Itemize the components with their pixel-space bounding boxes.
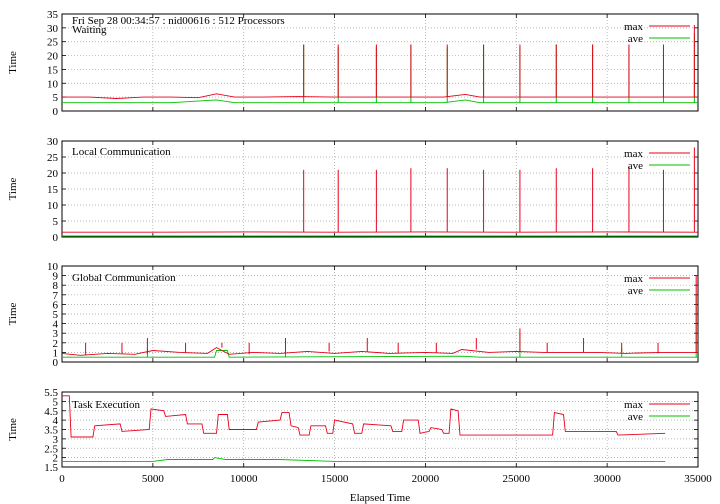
legend-label-ave: ave [628,33,643,45]
y-tick-label: 2 [53,338,59,350]
y-tick-label: 5 [53,216,59,228]
y-tick-label: 5 [53,92,59,104]
y-tick-label: 30 [47,23,59,35]
y-tick-label: 15 [47,64,59,76]
legend-label-max: max [624,21,643,33]
y-tick-label: 20 [47,168,59,180]
y-axis-label: Time [7,418,19,441]
x-tick-label: 15000 [321,473,349,485]
y-tick-label: 3.5 [44,425,58,437]
y-tick-label: 15 [47,184,59,196]
series-line-max [61,347,698,356]
legend-label-ave: ave [628,411,643,423]
series-line-max [62,93,698,99]
y-tick-label: 9 [53,271,59,283]
y-tick-label: 3 [53,328,59,340]
y-tick-label: 5.5 [44,387,58,399]
legend-label-ave: ave [628,160,643,172]
y-tick-label: 10 [47,78,59,90]
y-tick-label: 10 [47,261,59,273]
plot-frame [61,13,699,112]
y-tick-label: 4.5 [44,406,58,418]
y-tick-label: 8 [53,280,59,292]
panel-title: Local Communication [72,146,171,158]
series-line-ave [62,457,666,462]
y-axis-label: Time [7,51,19,74]
x-tick-label: 30000 [593,473,621,485]
x-tick-label: 35000 [684,473,712,485]
x-tick-label: 20000 [412,473,440,485]
y-tick-label: 5 [53,309,59,321]
legend-label-max: max [624,399,643,411]
y-tick-label: 0 [53,106,59,118]
y-tick-label: 1.5 [44,462,58,474]
legend-label-max: max [624,273,643,285]
y-tick-label: 0 [53,357,59,369]
x-tick-label: 25000 [503,473,531,485]
panel-title: Waiting [72,24,107,36]
chart-header: Fri Sep 28 00:34:57 : nid00616 : 512 Pro… [72,15,285,27]
y-tick-label: 0 [53,232,59,244]
y-tick-label: 35 [47,9,59,21]
y-tick-label: 1 [53,347,59,359]
x-axis-label: Elapsed Time [350,492,410,504]
y-tick-label: 3 [53,434,59,446]
y-tick-label: 7 [53,290,59,302]
series-line-max [62,395,666,438]
y-axis-label: Time [7,302,19,325]
y-tick-label: 30 [47,136,59,148]
y-tick-label: 4 [53,415,59,427]
x-tick-label: 0 [59,473,65,485]
y-axis-label: Time [7,177,19,200]
legend-label-ave: ave [628,285,643,297]
x-tick-label: 5000 [142,473,165,485]
legend-label-max: max [624,148,643,160]
y-tick-label: 10 [47,200,59,212]
y-tick-label: 25 [47,152,59,164]
y-tick-label: 4 [53,319,59,331]
panel-title: Task Execution [72,399,140,411]
y-tick-label: 5 [53,396,59,408]
y-tick-label: 25 [47,37,59,49]
y-tick-label: 20 [47,51,59,63]
y-tick-label: 2 [53,453,59,465]
y-tick-label: 2.5 [44,443,58,455]
series-line-ave [62,350,698,358]
x-tick-label: 10000 [230,473,258,485]
y-tick-label: 6 [53,299,59,311]
panel-title: Global Communication [72,272,176,284]
series-line-ave [62,99,698,104]
